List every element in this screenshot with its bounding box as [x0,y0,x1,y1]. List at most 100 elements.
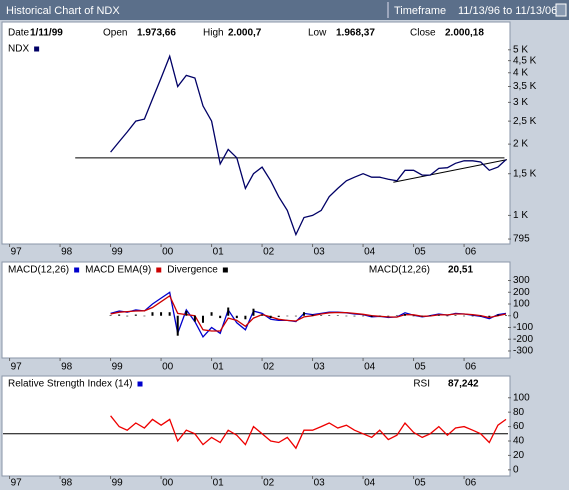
divergence-bar [471,315,474,317]
divergence-bar [118,314,121,316]
divergence-bar [219,315,222,319]
info-value: 2.000,18 [445,28,484,39]
info-label: Open [103,28,127,39]
divergence-bar [387,315,390,317]
divergence-bar [320,315,323,316]
divergence-bar [504,315,507,316]
y-tick-label: 4,5 K [513,55,537,66]
y-tick-label: 40 [513,436,525,447]
divergence-bar [269,315,272,319]
series-line [110,54,507,237]
y-tick-label: 100 [513,392,530,403]
y-tick-label: 80 [513,407,525,418]
x-tick-label: 00 [162,362,174,373]
y-tick-label: 3,5 K [513,81,537,92]
divergence-bar [160,312,163,316]
info-label: Date [8,28,30,39]
x-tick-label: 04 [364,247,376,258]
x-tick-label: 04 [364,478,376,489]
divergence-bar [176,315,179,336]
divergence-bar [328,315,331,316]
divergence-bar [353,315,356,317]
divergence-bar [193,315,196,322]
divergence-bar [362,315,365,317]
divergence-bar [277,315,280,317]
x-tick-label: 06 [465,362,477,373]
x-tick-label: 01 [213,478,225,489]
divergence-bar [168,312,171,316]
y-tick-label: 0 [513,310,519,321]
divergence-bar [454,315,457,316]
x-tick-label: 05 [415,362,427,373]
info-value: 1/11/99 [30,28,63,39]
y-tick-label: 795 [513,234,530,245]
divergence-bar [227,307,230,316]
legend-label: MACD EMA(9) [85,265,151,276]
y-tick-label: 4 K [513,67,528,78]
series-line [110,415,507,450]
legend-swatch [34,46,40,52]
timeframe: 11/13/96 to 11/13/06 [458,5,557,17]
legend-label: Relative Strength Index (14) [8,379,133,390]
x-tick-label: 00 [162,478,174,489]
x-tick-label: 02 [263,247,275,258]
y-tick-label: 60 [513,421,525,432]
divergence-bar [185,311,188,316]
x-tick-label: 03 [314,362,326,373]
x-tick-label: 99 [112,247,124,258]
divergence-bar [488,315,491,317]
y-tick-label: 1,5 K [513,168,537,179]
legend-swatch [74,267,80,273]
info-label: Low [308,28,327,39]
x-tick-label: 06 [465,247,477,258]
x-tick-label: 99 [112,478,124,489]
y-tick-label: 100 [513,299,530,310]
divergence-bar [302,312,305,316]
divergence-bar [311,314,314,316]
divergence-bar [496,314,499,316]
legend-swatch [156,267,162,273]
panel [1,261,511,359]
divergence-bar [403,313,406,316]
series-line [110,294,507,332]
x-tick-label: 97 [11,478,23,489]
timeframe-label: Timeframe [394,5,446,17]
y-tick-label: 2,5 K [513,116,537,127]
x-tick-label: 01 [213,362,225,373]
header-bar [0,0,569,20]
divergence-bar [345,315,348,317]
x-tick-label: 05 [415,478,427,489]
header-button[interactable] [555,3,567,17]
panel [1,21,511,245]
reference-line [393,159,508,183]
divergence-bar [151,312,154,316]
readout-label: MACD(12,26) [369,265,430,276]
y-tick-label: 2 K [513,139,528,150]
readout-label: RSI [413,379,430,390]
divergence-bar [463,315,466,317]
divergence-bar [244,315,247,320]
divergence-bar [421,315,424,317]
divergence-bar [210,312,213,316]
divergence-bar [252,308,255,316]
x-tick-label: 05 [415,247,427,258]
x-tick-label: 97 [11,362,23,373]
x-tick-label: 02 [263,362,275,373]
y-tick-label: 5 K [513,44,528,55]
x-tick-label: 99 [112,362,124,373]
divergence-bar [429,315,432,317]
divergence-bar [336,315,339,317]
divergence-bar [370,315,373,317]
divergence-bar [437,314,440,316]
legend-label: NDX [8,44,29,55]
legend-swatch [137,381,143,387]
divergence-bar [479,315,482,317]
divergence-bar [294,315,297,317]
divergence-bar [201,315,204,323]
readout-value: 20,51 [448,265,473,276]
y-tick-label: 0 [513,464,519,475]
divergence-bar [446,315,449,317]
x-tick-label: 02 [263,478,275,489]
y-tick-label: 200 [513,287,530,298]
